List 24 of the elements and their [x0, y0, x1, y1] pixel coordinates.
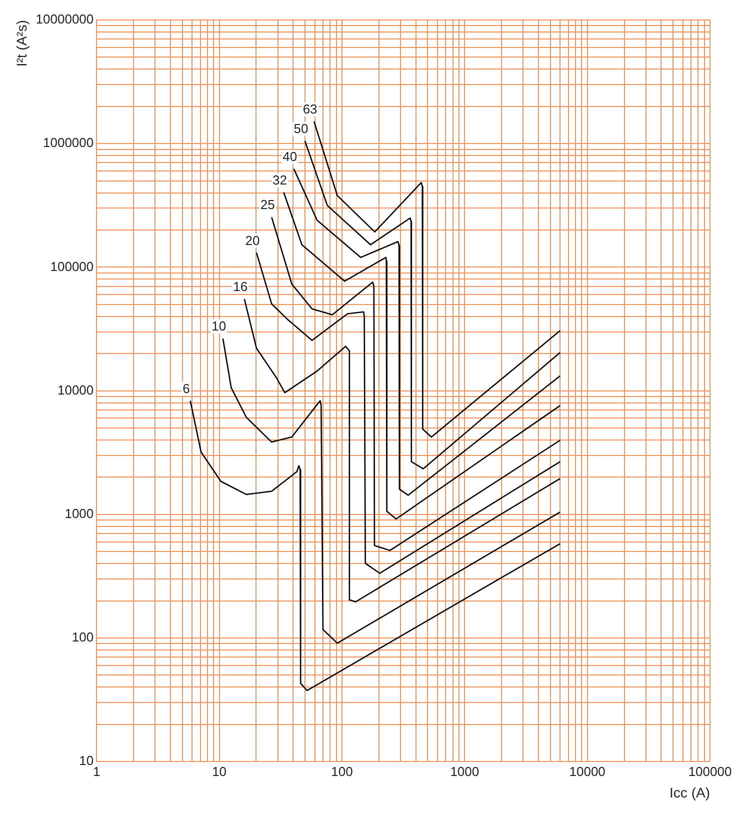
x-axis-title: Icc (A)	[670, 784, 710, 800]
y-tick-label: 100000	[50, 258, 94, 274]
series-label: 16	[233, 279, 248, 294]
y-tick-label: 10000	[57, 382, 94, 398]
x-tick-label: 1000	[450, 764, 480, 779]
series-label: 6	[182, 380, 190, 396]
series-label: 63	[302, 102, 318, 117]
x-tick-label: 1	[93, 764, 100, 779]
x-tick-label: 10000	[569, 764, 606, 779]
x-tick-label: 100	[331, 764, 353, 779]
y-axis-title: I²t (A²s)	[13, 20, 30, 67]
series-label: 40	[282, 148, 298, 164]
y-tick-label: 10	[79, 753, 94, 768]
series-label: 32	[272, 172, 287, 188]
y-tick-label: 1000	[64, 506, 94, 521]
y-tick-label: 1000000	[43, 135, 94, 150]
series-label: 10	[212, 318, 226, 334]
series-label: 50	[294, 121, 308, 136]
series-label: 20	[245, 232, 260, 248]
y-tick-label: 100	[72, 630, 94, 645]
x-tick-label: 100000	[688, 764, 732, 779]
series-label: 25	[260, 197, 275, 212]
x-tick-label: 10	[212, 764, 227, 779]
y-tick-label: 10000000	[36, 12, 94, 27]
